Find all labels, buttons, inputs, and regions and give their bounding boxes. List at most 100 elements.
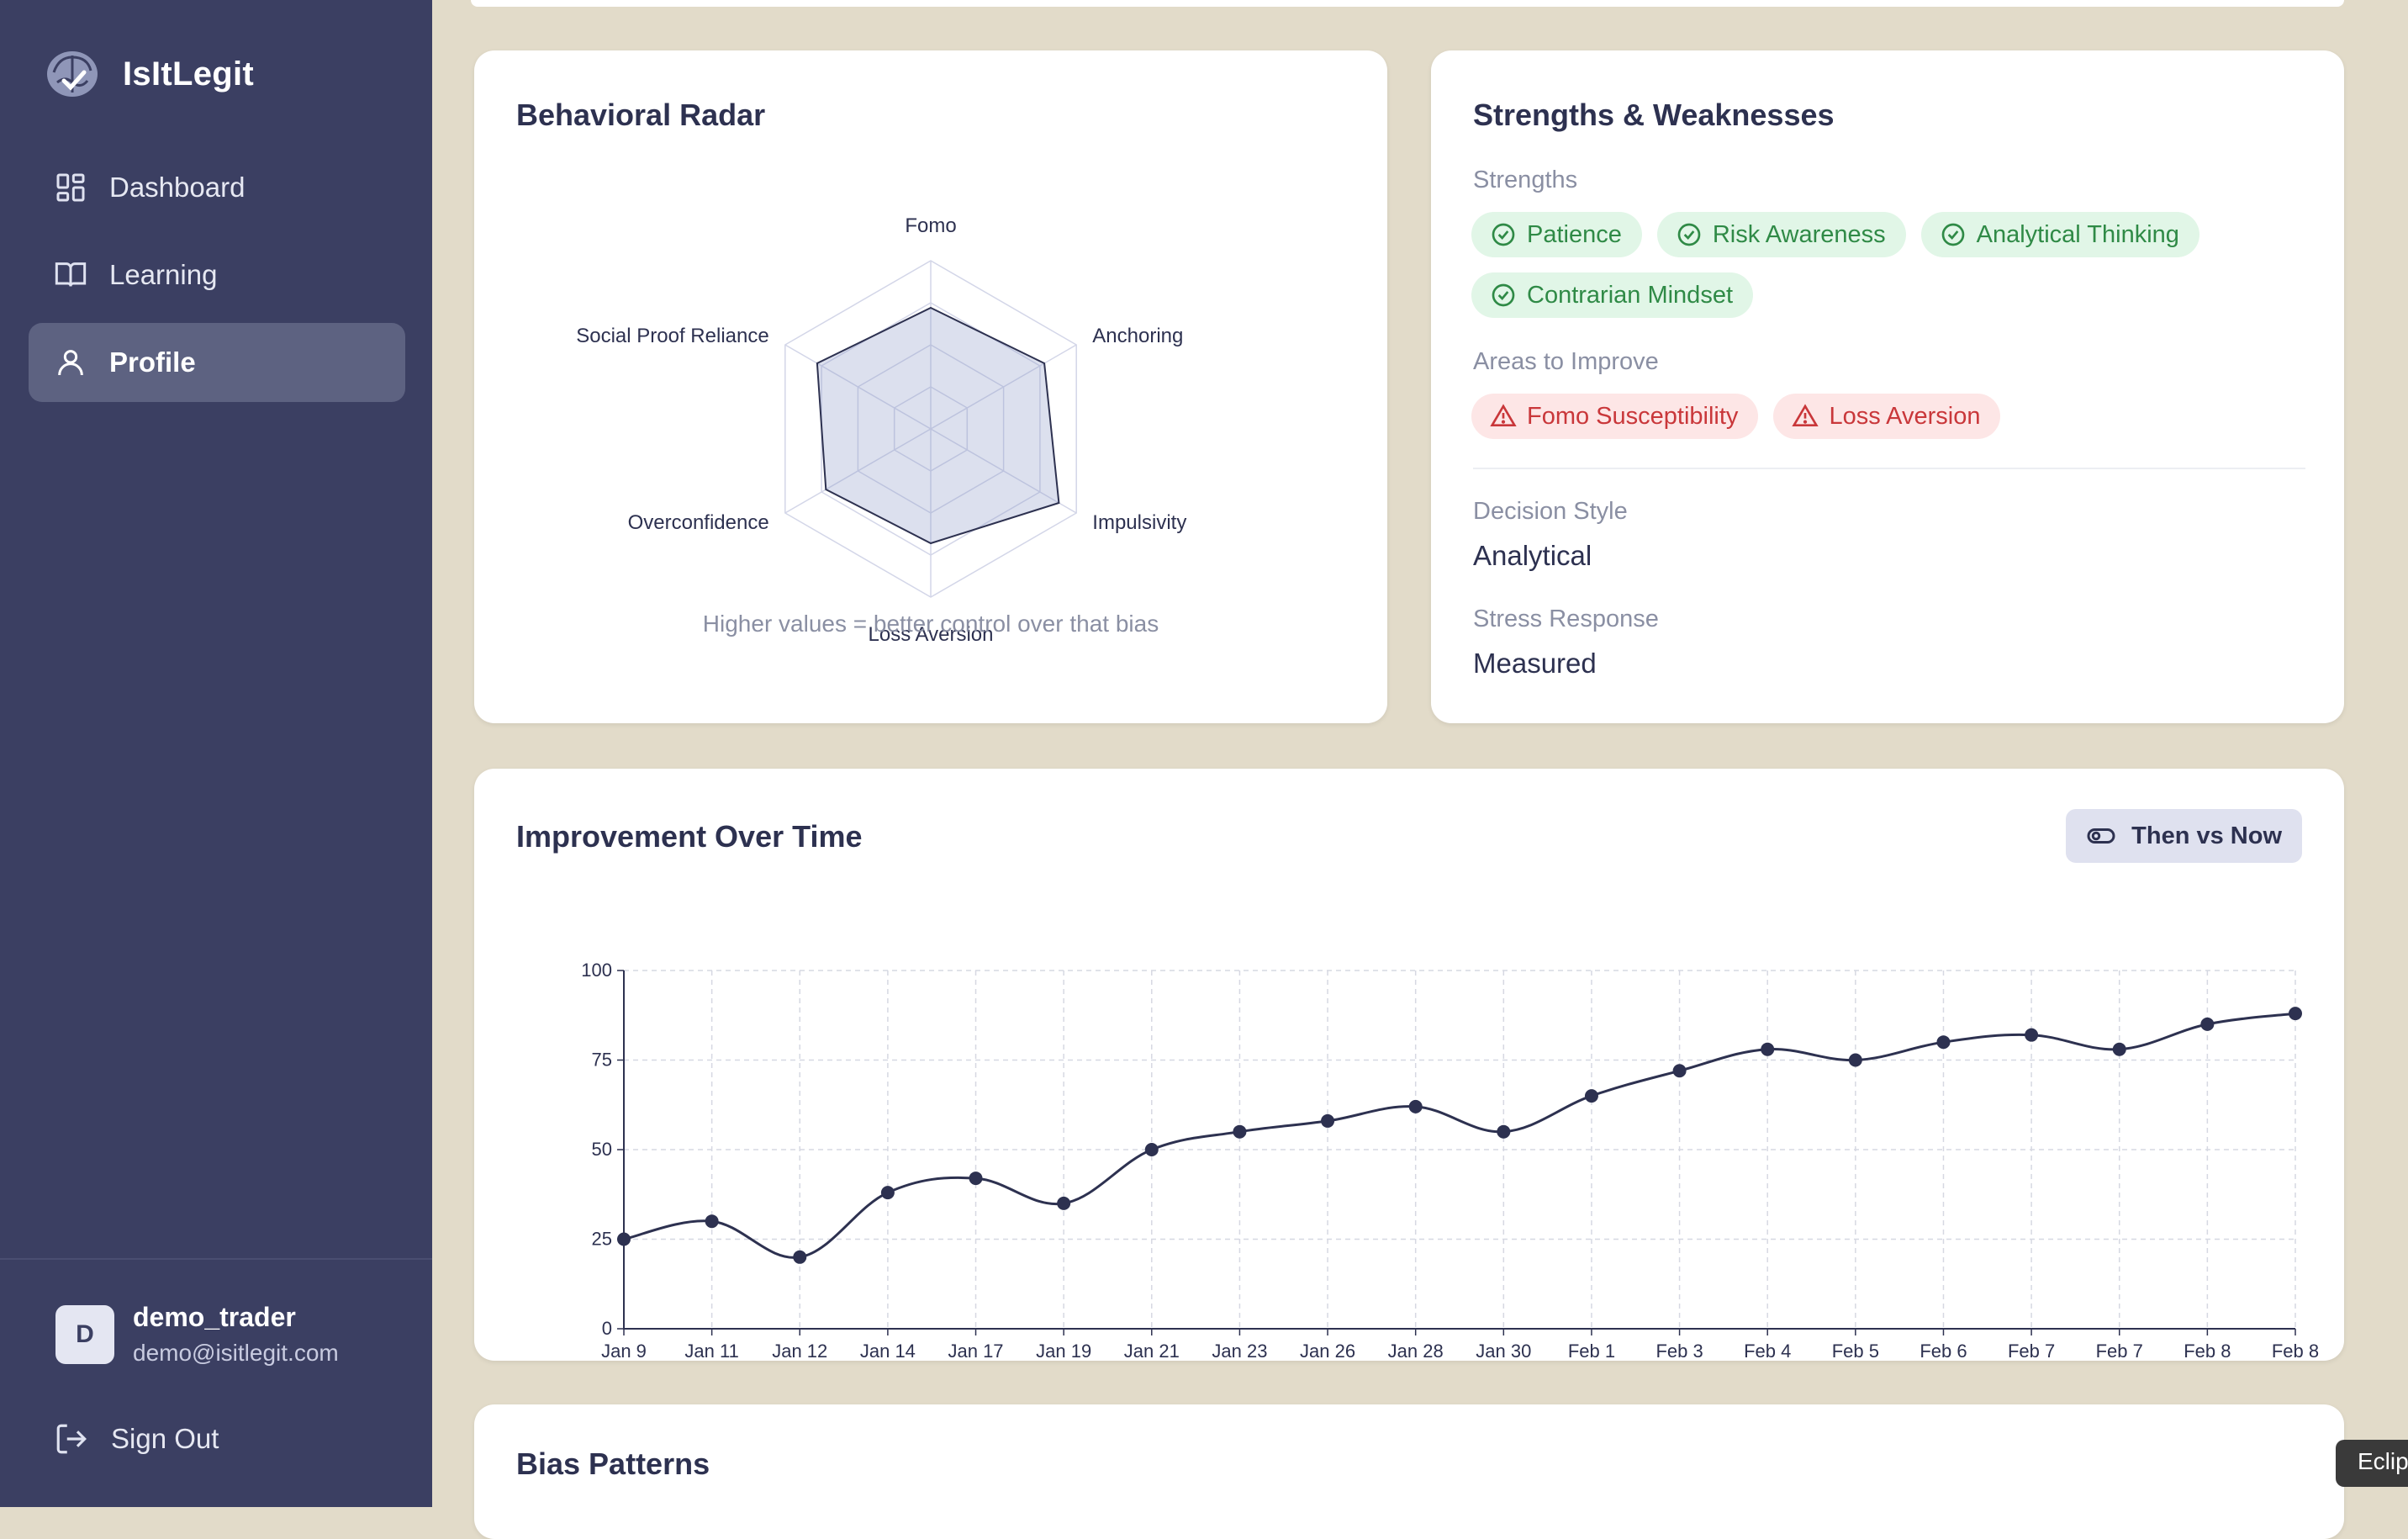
- improve-chip: Fomo Susceptibility: [1471, 394, 1759, 439]
- brand[interactable]: IsItLegit: [42, 44, 254, 104]
- sw-title: Strengths & Weaknesses: [1473, 98, 1835, 132]
- radar-chart: Fomo Anchoring Impulsivity Loss Aversion Ove…: [576, 214, 1186, 646]
- decision-style-value: Analytical: [1473, 540, 1592, 571]
- warning-icon: [1792, 404, 1819, 426]
- data-point[interactable]: [2025, 1028, 2039, 1042]
- y-tick-label: 75: [592, 1050, 612, 1071]
- data-point[interactable]: [1321, 1113, 1335, 1128]
- data-point[interactable]: [880, 1186, 895, 1200]
- sidebar-item-label: Learning: [109, 259, 218, 290]
- x-tick-label: Feb 1: [1568, 1341, 1615, 1357]
- y-tick-label: 25: [592, 1229, 612, 1250]
- data-point[interactable]: [969, 1171, 983, 1186]
- x-tick-label: Jan 28: [1388, 1341, 1444, 1357]
- sidebar-item-label: Profile: [109, 346, 196, 378]
- sidebar-item-learning[interactable]: Learning: [29, 235, 405, 315]
- data-point[interactable]: [2289, 1007, 2302, 1021]
- radar-axis-label: Fomo: [905, 214, 956, 237]
- chip-label: Fomo Susceptibility: [1527, 402, 1739, 430]
- improve-chips: Fomo Susceptibility Loss Aversion: [1471, 394, 2304, 439]
- behavioral-radar-card: Behavioral Radar Fomo Anchoring Impulsivit…: [474, 50, 1387, 723]
- strength-chip: Patience: [1471, 212, 1642, 257]
- x-tick-label: Feb 6: [1920, 1341, 1967, 1357]
- then-vs-now-button[interactable]: Then vs Now: [2066, 809, 2302, 863]
- grid-icon: [56, 173, 85, 202]
- user-email: demo@isitlegit.com: [133, 1340, 339, 1366]
- radar-axis-label: Anchoring: [1092, 325, 1183, 347]
- data-point[interactable]: [1584, 1089, 1598, 1103]
- section-divider: [1473, 468, 2305, 469]
- side-tooltip: Eclip: [2336, 1440, 2408, 1487]
- x-tick-label: Jan 14: [860, 1341, 916, 1357]
- warning-icon: [1490, 404, 1517, 426]
- data-point[interactable]: [1761, 1042, 1775, 1056]
- series-line: [623, 1012, 2296, 1259]
- sidebar-divider: [0, 1258, 432, 1260]
- check-circle-icon: [1941, 223, 1964, 246]
- sidebar-nav: Dashboard Learning Profile: [29, 148, 405, 410]
- x-tick-label: Jan 11: [684, 1341, 738, 1357]
- x-tick-label: Jan 21: [1124, 1341, 1180, 1357]
- check-circle-icon: [1677, 223, 1701, 246]
- radar-axis-label: Overconfidence: [628, 511, 769, 534]
- x-tick-label: Jan 30: [1476, 1341, 1531, 1357]
- stress-response-label: Stress Response: [1473, 606, 1659, 632]
- chip-label: Patience: [1527, 220, 1622, 248]
- sign-out-label: Sign Out: [111, 1423, 219, 1454]
- improvement-line-chart: Jan 9 Jan 11 Jan 12 Jan 14 Jan 17 Jan 19 Jan 2…: [581, 960, 2319, 1357]
- strength-chip: Analytical Thinking: [1920, 212, 2199, 257]
- strength-chip: Contrarian Mindset: [1471, 272, 1753, 318]
- sidebar-item-dashboard[interactable]: Dashboard: [29, 148, 405, 227]
- data-point[interactable]: [1057, 1196, 1071, 1210]
- x-tick-label: Jan 12: [772, 1341, 827, 1357]
- sign-out-button[interactable]: Sign Out: [54, 1421, 219, 1457]
- data-point[interactable]: [1408, 1099, 1423, 1113]
- sign-out-icon: [56, 1424, 87, 1454]
- bias-title: Bias Patterns: [516, 1446, 710, 1481]
- brain-logo-icon: [47, 51, 98, 97]
- strength-chips: Patience Risk Awareness Analytical Thinkin…: [1471, 212, 2304, 318]
- improvement-title: Improvement Over Time: [516, 819, 863, 854]
- data-point[interactable]: [1848, 1053, 1862, 1067]
- decision-style-label: Decision Style: [1473, 498, 1628, 525]
- data-point[interactable]: [1144, 1143, 1159, 1156]
- chip-label: Risk Awareness: [1712, 220, 1886, 248]
- radar-title: Behavioral Radar: [516, 98, 766, 132]
- previous-card-edge: [471, 0, 2344, 7]
- improve-chip: Loss Aversion: [1773, 394, 2001, 439]
- x-tick-label: Jan 17: [948, 1341, 1003, 1357]
- user-name: demo_trader: [133, 1302, 296, 1332]
- radar-axis: [784, 428, 932, 514]
- x-tick-label: Feb 8: [2184, 1341, 2231, 1357]
- data-point[interactable]: [1497, 1124, 1511, 1139]
- improve-label: Areas to Improve: [1473, 348, 1659, 375]
- x-tick-label: Jan 9: [601, 1341, 647, 1357]
- strengths-label: Strengths: [1473, 167, 1578, 193]
- radar-axis-label: Loss Aversion: [869, 623, 994, 646]
- data-point[interactable]: [2200, 1017, 2215, 1031]
- x-tick-label: Jan 19: [1036, 1341, 1091, 1357]
- x-tick-label: Feb 4: [1744, 1341, 1791, 1357]
- data-point[interactable]: [1936, 1035, 1951, 1050]
- sidebar-item-label: Dashboard: [109, 172, 246, 203]
- data-point[interactable]: [617, 1232, 631, 1246]
- stress-response-value: Measured: [1473, 648, 1597, 679]
- x-tick-label: Feb 7: [2096, 1341, 2143, 1357]
- data-point[interactable]: [793, 1250, 807, 1264]
- bias-patterns-card: Bias Patterns: [474, 1404, 2344, 1539]
- chip-label: Loss Aversion: [1829, 402, 1981, 430]
- book-icon: [55, 262, 87, 287]
- chip-label: Contrarian Mindset: [1527, 281, 1733, 309]
- data-point[interactable]: [2112, 1042, 2126, 1056]
- y-tick-label: 0: [602, 1318, 612, 1339]
- brand-name: IsItLegit: [123, 55, 255, 93]
- data-point[interactable]: [1672, 1064, 1687, 1078]
- data-point[interactable]: [705, 1214, 719, 1229]
- radar-caption: Higher values = better control over that…: [702, 611, 1159, 637]
- avatar: D: [55, 1304, 114, 1364]
- data-point[interactable]: [1233, 1124, 1247, 1139]
- radar-axis: [930, 344, 1077, 430]
- x-tick-label: Jan 26: [1300, 1341, 1355, 1357]
- sidebar-item-profile[interactable]: Profile: [29, 323, 405, 402]
